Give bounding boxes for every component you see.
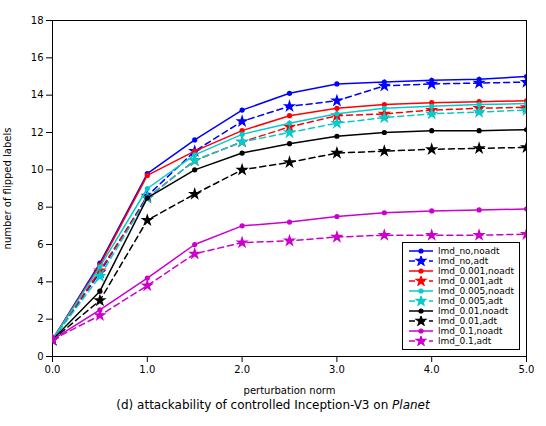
svg-text:perturbation norm: perturbation norm (244, 385, 336, 396)
svg-text:3.0: 3.0 (329, 364, 345, 375)
html-text:lmd_0.01,noadt: lmd_0.01,noadt (437, 306, 509, 316)
svg-text:2: 2 (37, 313, 43, 324)
svg-text:4.0: 4.0 (424, 364, 440, 375)
html-text:lmd_0.01,adt: lmd_0.01,adt (437, 316, 498, 326)
html-text:lmd_0.001,adt: lmd_0.001,adt (437, 276, 503, 286)
html-text:lmd_0.005,adt: lmd_0.005,adt (437, 296, 503, 306)
svg-text:2.0: 2.0 (234, 364, 250, 375)
svg-text:6: 6 (37, 239, 43, 250)
svg-text:5.0: 5.0 (519, 364, 535, 375)
svg-text:8: 8 (37, 201, 43, 212)
svg-text:16: 16 (31, 52, 44, 63)
svg-text:4: 4 (37, 276, 43, 287)
svg-text:0.0: 0.0 (45, 364, 61, 375)
svg-text:18: 18 (31, 15, 44, 26)
html-text:lmd_0.005,noadt: lmd_0.005,noadt (437, 286, 514, 296)
html-text:lmd_0.1,noadt: lmd_0.1,noadt (437, 326, 503, 336)
html-text:lmd_no,noadt: lmd_no,noadt (437, 246, 500, 256)
svg-text:12: 12 (31, 127, 44, 138)
svg-text:0: 0 (37, 351, 43, 362)
svg-text:10: 10 (31, 164, 44, 175)
html-text:lmd_no,adt: lmd_no,adt (437, 256, 489, 266)
svg-text:1.0: 1.0 (139, 364, 155, 375)
html-text:lmd_0.001,noadt: lmd_0.001,noadt (437, 266, 514, 276)
svg-text:14: 14 (31, 89, 44, 100)
html-text:(d) attackability of controlle: (d) attackability of controlled Inceptio… (116, 398, 430, 412)
svg-text:number of flipped labels: number of flipped labels (2, 128, 13, 250)
html-text:lmd_0.1,adt: lmd_0.1,adt (437, 336, 492, 346)
